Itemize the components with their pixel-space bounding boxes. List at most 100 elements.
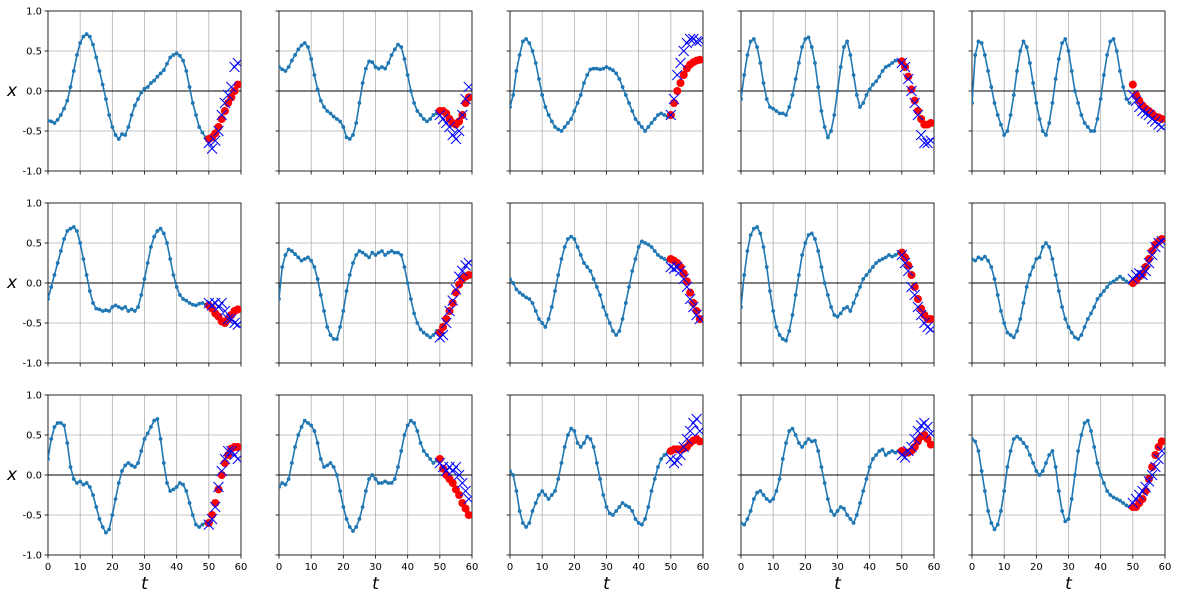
data-point (286, 477, 291, 481)
data-point (742, 273, 747, 277)
data-point (582, 81, 586, 85)
target-marker (909, 433, 921, 445)
data-point (84, 32, 89, 37)
data-point (870, 265, 875, 269)
data-point (335, 473, 339, 477)
axes-frame (47, 394, 242, 556)
data-point (309, 423, 314, 428)
data-point (78, 41, 83, 45)
target-marker (678, 273, 690, 285)
data-point (751, 497, 756, 501)
data-point (874, 261, 878, 265)
data-point (851, 73, 856, 77)
axes-frame (740, 10, 935, 172)
data-point (1047, 121, 1052, 125)
data-point (1011, 335, 1016, 340)
data-point (302, 418, 307, 423)
data-point (1124, 97, 1129, 101)
data-point (325, 325, 330, 329)
target-marker (463, 81, 472, 93)
data-point (197, 301, 202, 306)
data-point (556, 127, 561, 132)
plot-area (972, 37, 1165, 137)
data-point (1053, 77, 1058, 81)
data-point (312, 265, 317, 269)
data-point (149, 425, 153, 429)
data-point (1005, 465, 1010, 469)
data-point (1044, 461, 1048, 465)
data-point (585, 73, 590, 77)
data-point (357, 249, 362, 253)
data-point (312, 73, 317, 77)
x-tick-label: 20 (568, 562, 581, 573)
prediction-point (913, 107, 922, 115)
data-point (524, 295, 528, 300)
data-point (890, 61, 895, 65)
data-point (556, 273, 561, 277)
data-point (107, 113, 112, 117)
axes-frame (740, 202, 935, 364)
y-tick-label: -0.5 (22, 511, 42, 522)
data-point (293, 53, 297, 57)
data-point (94, 505, 99, 509)
data-point (1082, 421, 1087, 425)
data-point (344, 135, 349, 140)
data-point (662, 257, 667, 261)
data-point (630, 269, 635, 273)
data-point (363, 253, 368, 257)
data-point (553, 289, 557, 293)
data-point (832, 513, 837, 517)
y-axis-title: x (6, 273, 18, 293)
data-point (742, 73, 747, 77)
target-marker (460, 485, 471, 497)
target-marker (899, 452, 911, 463)
subplot: 0 10 20 30 40 50 60 t (968, 394, 1171, 594)
y-tick-label: -1.0 (22, 167, 42, 178)
data-point (357, 101, 362, 105)
plot-area (279, 418, 472, 533)
data-point (1040, 245, 1045, 249)
data-point (989, 265, 994, 269)
target-marker (1146, 113, 1158, 125)
data-point (181, 297, 186, 301)
data-point (517, 509, 522, 513)
prediction-point (233, 443, 241, 451)
data-point (748, 509, 753, 513)
prediction-point (910, 96, 919, 105)
data-point (748, 233, 753, 237)
data-point (197, 525, 202, 529)
data-point (126, 125, 131, 129)
data-point (428, 117, 433, 121)
data-point (325, 109, 330, 113)
data-point (780, 337, 785, 341)
data-point (992, 101, 997, 105)
data-point (396, 42, 400, 47)
target-marker (434, 332, 446, 343)
prediction-point (217, 115, 226, 123)
data-point (360, 81, 365, 85)
prediction-point (435, 455, 444, 463)
target-marker (925, 428, 934, 439)
target-marker (1140, 265, 1152, 277)
data-point (982, 254, 987, 259)
data-point (764, 97, 769, 101)
data-point (575, 101, 580, 105)
data-point (347, 273, 352, 277)
target-marker (681, 433, 693, 445)
data-point (1114, 497, 1119, 501)
plot-area (741, 35, 934, 149)
data-point (168, 489, 173, 493)
data-point (1024, 45, 1029, 49)
data-point (293, 445, 297, 449)
data-point (880, 257, 885, 261)
target-marker (684, 293, 696, 305)
data-point (280, 481, 285, 485)
data-point (797, 441, 801, 445)
x-tick-label: 0 (738, 562, 744, 573)
prediction-point (679, 71, 688, 79)
target-marker (219, 97, 231, 109)
data-point (774, 325, 779, 329)
data-point (989, 521, 994, 525)
data-point (357, 517, 362, 521)
